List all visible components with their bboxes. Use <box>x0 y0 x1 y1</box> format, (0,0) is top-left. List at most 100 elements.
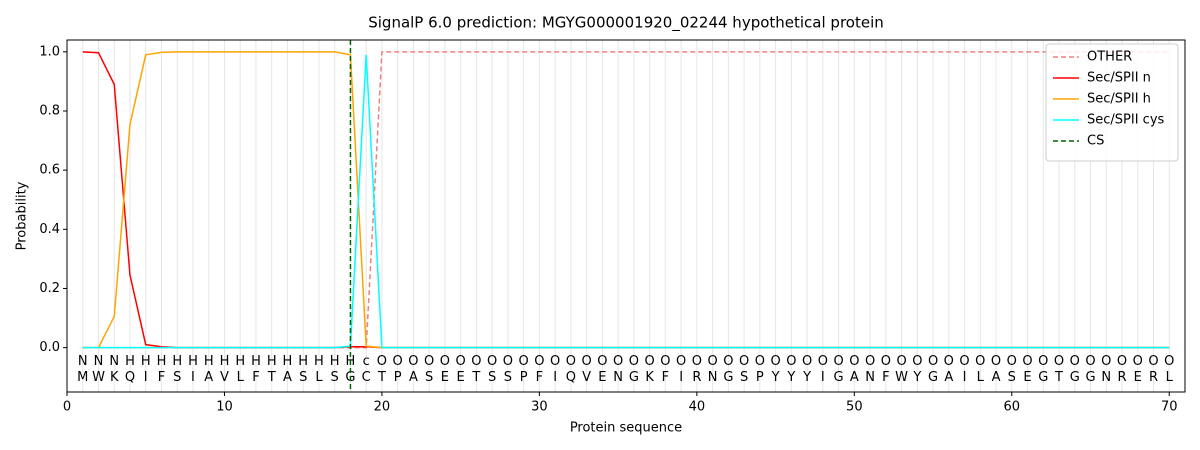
sequence-letter: S <box>504 370 512 385</box>
residue-label: H <box>235 354 245 369</box>
residue-label: O <box>865 354 875 369</box>
sequence-letter: M <box>77 370 88 385</box>
residue-label: O <box>739 354 749 369</box>
sequence-letter: A <box>204 370 213 385</box>
residue-label: H <box>298 354 308 369</box>
x-tick-label: 10 <box>216 400 233 415</box>
residue-label: O <box>440 354 450 369</box>
plot-frame <box>66 39 1186 393</box>
series-line <box>82 54 1170 349</box>
residue-label: O <box>550 354 560 369</box>
sequence-letter: K <box>645 370 654 385</box>
residue-label: O <box>534 354 544 369</box>
sequence-letter: G <box>1038 370 1048 385</box>
residue-label: O <box>424 354 434 369</box>
sequence-letter: K <box>110 370 119 385</box>
x-axis-label: Protein sequence <box>570 421 682 436</box>
residue-label: O <box>660 354 670 369</box>
residue-label: H <box>204 354 214 369</box>
residue-label: N <box>94 354 104 369</box>
sequence-letter: S <box>425 370 433 385</box>
residue-label: O <box>629 354 639 369</box>
y-tick-label: 0.0 <box>39 340 60 355</box>
residue-label: O <box>645 354 655 369</box>
legend-box <box>1045 43 1179 162</box>
sequence-letter: T <box>267 370 276 385</box>
residue-label: O <box>519 354 529 369</box>
legend-label: Sec/SPII h <box>1087 92 1151 107</box>
sequence-letter: I <box>191 370 195 385</box>
residue-label: H <box>330 354 340 369</box>
residue-label: O <box>818 354 828 369</box>
sequence-letter: I <box>553 370 557 385</box>
residue-label: O <box>975 354 985 369</box>
residue-label: O <box>566 354 576 369</box>
sequence-letter: R <box>1149 370 1158 385</box>
series-line <box>82 51 1170 349</box>
legend-label: Sec/SPII cys <box>1087 113 1165 128</box>
y-tick-label: 0.4 <box>39 222 60 237</box>
sequence-letter: Q <box>566 370 576 385</box>
residue-label: H <box>314 354 324 369</box>
sequence-letter: N <box>708 370 718 385</box>
residue-label: H <box>125 354 135 369</box>
y-tick-label: 0.8 <box>39 103 60 118</box>
series-line <box>82 51 1170 349</box>
sequence-letter: L <box>315 370 323 385</box>
residue-label: O <box>487 354 497 369</box>
residue-label: O <box>912 354 922 369</box>
legend-label: OTHER <box>1087 50 1132 65</box>
residue-label: O <box>1164 354 1174 369</box>
legend-label: Sec/SPII n <box>1087 71 1151 86</box>
residue-label: N <box>78 354 88 369</box>
y-tick-label: 1.0 <box>39 44 60 59</box>
residue-label: O <box>1038 354 1048 369</box>
sequence-letter: I <box>679 370 683 385</box>
sequence-letter: P <box>394 370 402 385</box>
sequence-letter: C <box>362 370 371 385</box>
sequence-letter: N <box>613 370 623 385</box>
legend-label: CS <box>1087 134 1104 149</box>
sequence-letter: W <box>895 370 908 385</box>
residue-label: O <box>1007 354 1017 369</box>
sequence-letter: N <box>1101 370 1111 385</box>
sequence-letter: T <box>471 370 480 385</box>
sequence-letter: F <box>882 370 889 385</box>
residue-label: O <box>692 354 702 369</box>
residue-label: O <box>802 354 812 369</box>
sequence-letter: L <box>1166 370 1174 385</box>
sequence-letter: I <box>963 370 967 385</box>
sequence-letter: A <box>992 370 1001 385</box>
sequence-letter: E <box>1023 370 1031 385</box>
residue-label: O <box>1022 354 1032 369</box>
sequence-letter: R <box>1117 370 1126 385</box>
residue-label: O <box>676 354 686 369</box>
y-tick-label: 0.2 <box>39 281 60 296</box>
residue-label: O <box>456 354 466 369</box>
sequence-letter: G <box>629 370 639 385</box>
sequence-letter: E <box>598 370 606 385</box>
residue-label: H <box>172 354 182 369</box>
sequence-letter: G <box>1070 370 1080 385</box>
sequence-letter: F <box>536 370 543 385</box>
sequence-letter: W <box>92 370 105 385</box>
residue-label: O <box>1117 354 1127 369</box>
sequence-letter: V <box>582 370 591 385</box>
residue-label: O <box>393 354 403 369</box>
sequence-letter: Y <box>802 370 811 385</box>
residue-label: O <box>613 354 623 369</box>
y-tick-label: 0.6 <box>39 163 60 178</box>
residue-label: O <box>849 354 859 369</box>
sequence-letter: Y <box>771 370 780 385</box>
sequence-letter: L <box>237 370 245 385</box>
sequence-letter: T <box>1054 370 1063 385</box>
sequence-letter: S <box>740 370 748 385</box>
residue-label: O <box>991 354 1001 369</box>
sequence-letter: R <box>692 370 701 385</box>
y-axis-label: Probability <box>15 181 30 250</box>
sequence-letter: G <box>834 370 844 385</box>
residue-label: O <box>881 354 891 369</box>
residue-label: N <box>109 354 119 369</box>
sequence-letter: N <box>865 370 875 385</box>
